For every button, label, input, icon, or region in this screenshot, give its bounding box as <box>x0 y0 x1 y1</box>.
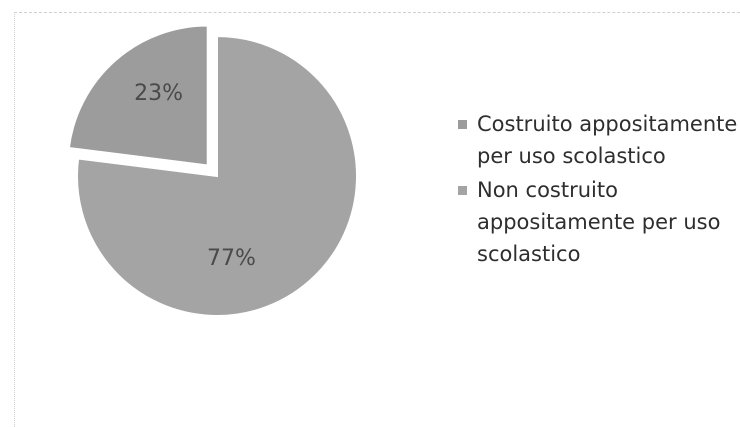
legend: Costruito appositamente per uso scolasti… <box>458 108 740 272</box>
pie-slice-0 <box>67 24 209 167</box>
legend-swatch-1 <box>458 186 467 195</box>
frame-top-edge <box>14 12 740 13</box>
pie-slices <box>67 24 358 317</box>
pie-labels: 23% 77% <box>134 81 256 271</box>
pie-slice-label-0: 23% <box>134 81 183 106</box>
pie-slice-1 <box>76 34 358 317</box>
legend-swatch-0 <box>458 120 467 129</box>
legend-item-1: Non costruito appositamente per uso scol… <box>458 174 740 270</box>
legend-item-0: Costruito appositamente per uso scolasti… <box>458 108 740 172</box>
pie-slice-label-1: 77% <box>207 246 256 271</box>
frame-left-edge <box>14 12 15 427</box>
legend-label-1: Non costruito appositamente per uso scol… <box>477 178 721 266</box>
legend-label-0: Costruito appositamente per uso scolasti… <box>477 112 738 168</box>
